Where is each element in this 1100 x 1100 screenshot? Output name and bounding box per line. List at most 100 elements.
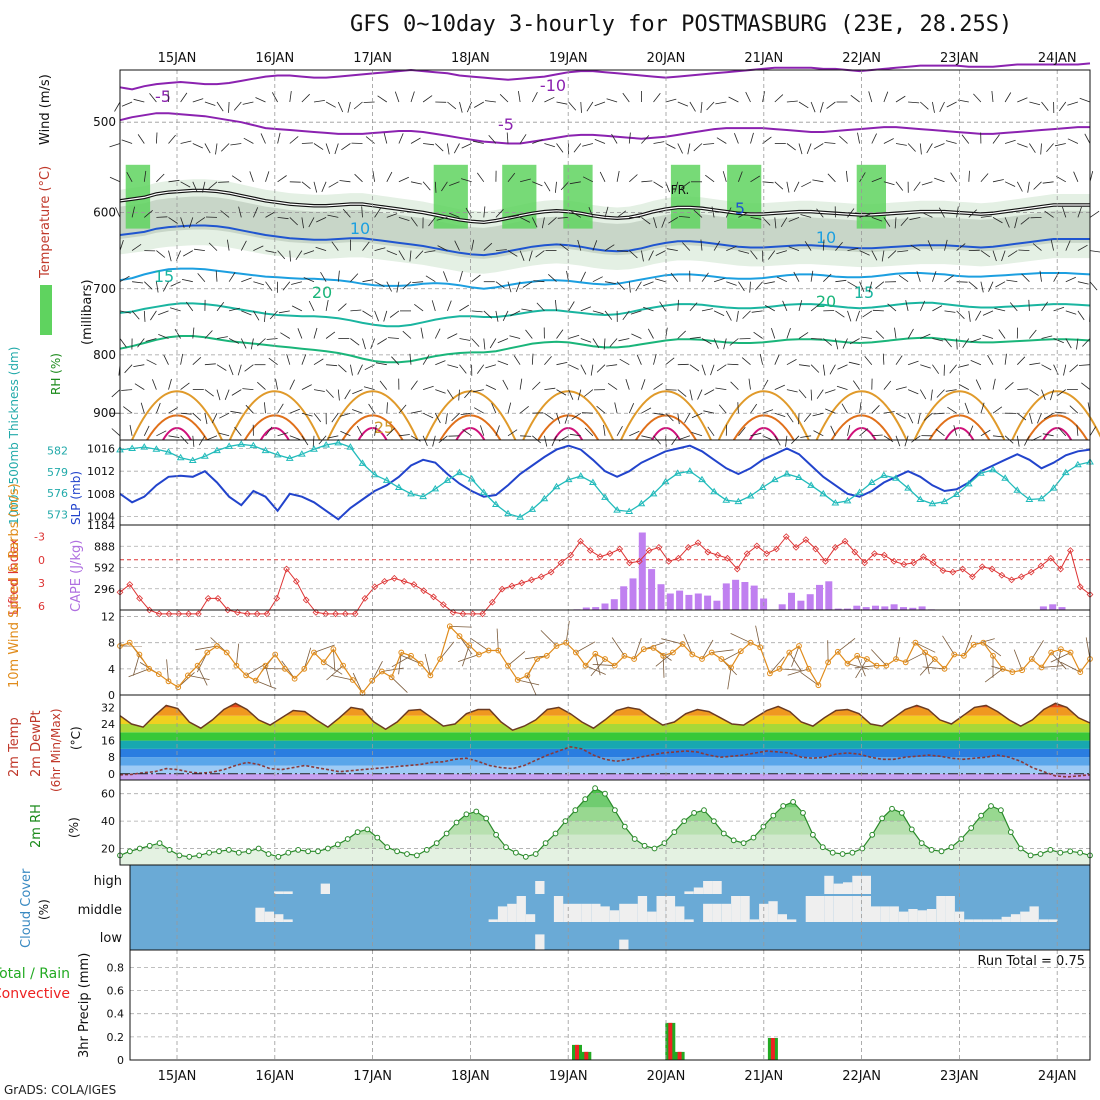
- wind-barb: [738, 427, 746, 437]
- wind-barb: [684, 413, 691, 423]
- wind-barb: [204, 389, 214, 397]
- wind-speed-marker: [553, 643, 560, 649]
- wind-barb: [531, 92, 538, 103]
- wind-barb: [471, 239, 475, 251]
- wind-barb: [447, 101, 457, 110]
- thickness-marker: [310, 445, 318, 452]
- rh-marker: [196, 852, 203, 859]
- wind-barb: [466, 101, 472, 113]
- wind-barb: [596, 364, 606, 373]
- rh-marker: [918, 840, 925, 846]
- wind-barb: [483, 310, 493, 319]
- cloud-axis-label: Cloud Cover: [19, 868, 34, 948]
- wind-speed-marker: [602, 656, 608, 662]
- cloud-block: [1029, 906, 1039, 922]
- wind-barb: [729, 338, 739, 346]
- wind-barb: [677, 413, 680, 425]
- wind-barb: [1004, 181, 1016, 187]
- wind-barb: [580, 306, 592, 312]
- wind-barb: [907, 360, 919, 366]
- wind-barb: [738, 171, 743, 182]
- wind-barb: [540, 630, 557, 647]
- wind-barb: [158, 310, 169, 316]
- wind-barb: [431, 300, 436, 312]
- wind-barb: [584, 427, 594, 437]
- wind-barb: [521, 308, 533, 312]
- wind-barb: [1044, 210, 1054, 218]
- wind-barb: [975, 379, 982, 390]
- wind-barb: [745, 91, 751, 103]
- wind-barb: [192, 412, 202, 421]
- temp-band: [120, 757, 1090, 766]
- cloud-block: [525, 914, 536, 922]
- li-marker: [126, 581, 134, 588]
- wind-barb: [1004, 381, 1014, 390]
- wind-barb: [887, 250, 897, 259]
- wind-barb: [192, 143, 203, 149]
- wind-barb: [779, 668, 802, 671]
- thickness-marker: [419, 492, 428, 500]
- wind-barb: [410, 380, 418, 390]
- thickness-marker: [710, 487, 719, 495]
- wind-barb: [751, 310, 763, 313]
- wind-barb: [391, 655, 412, 668]
- wind-speed-marker: [1048, 649, 1055, 656]
- wind-barb: [257, 381, 266, 390]
- wind-barb: [975, 310, 982, 321]
- wind-barb: [555, 299, 557, 311]
- wind-barb: [633, 638, 642, 660]
- li-marker: [469, 610, 477, 618]
- temp-tick-label: 16: [101, 735, 115, 748]
- wind-barb: [204, 101, 216, 106]
- cloud-block: [488, 919, 498, 922]
- cloud-block: [973, 919, 983, 922]
- wind-barb: [616, 281, 625, 290]
- rh-tick-label: 60: [101, 788, 115, 801]
- wind-barb: [1043, 412, 1054, 420]
- wind-barb: [368, 403, 375, 414]
- wind-barb: [428, 217, 436, 227]
- li-marker: [224, 606, 232, 614]
- y-axis-label: (millibars): [80, 279, 95, 345]
- wind-speed-marker: [446, 623, 453, 630]
- li-marker: [1086, 591, 1094, 598]
- wind-barb: [215, 143, 218, 155]
- temp-tick-label: 0: [108, 768, 115, 781]
- wind-barb: [447, 143, 450, 155]
- wind-barb: [470, 637, 489, 651]
- wind-barb: [398, 176, 409, 183]
- cape-tick-label: 592: [94, 562, 115, 575]
- wind-barb: [810, 303, 820, 312]
- wind-barb: [750, 432, 762, 437]
- wind-barb: [145, 338, 157, 342]
- wind-speed-marker: [873, 662, 880, 669]
- wind-barb: [1001, 250, 1006, 262]
- wind-barb: [386, 427, 395, 437]
- cloud-block: [721, 903, 732, 922]
- wind-barb: [461, 143, 472, 149]
- wind-barb: [282, 281, 291, 291]
- rh-marker: [1067, 848, 1074, 855]
- wind-barb: [625, 378, 630, 390]
- rh-marker: [146, 842, 153, 849]
- wind-barb: [956, 338, 958, 350]
- wind-barb: [788, 217, 800, 222]
- wind-barb: [947, 406, 957, 414]
- wind-barb: [830, 425, 836, 436]
- wind-barb: [847, 310, 852, 322]
- li-marker: [351, 610, 359, 618]
- cloud-block: [703, 881, 713, 894]
- wind-barb: [910, 244, 921, 251]
- wind-barb: [588, 206, 594, 218]
- wind-barb: [119, 239, 124, 251]
- precip-convective-bar: [575, 1044, 579, 1060]
- wind-barb: [517, 679, 540, 686]
- wind-barb: [691, 432, 703, 437]
- wind-barb: [596, 405, 606, 414]
- wind-tick-label: 8: [108, 637, 115, 650]
- wind-speed-marker: [650, 645, 657, 651]
- temp-contour-label: 15: [154, 267, 174, 286]
- wind-barb: [297, 328, 303, 339]
- wind-barb: [361, 206, 363, 218]
- wind-barb: [347, 101, 351, 113]
